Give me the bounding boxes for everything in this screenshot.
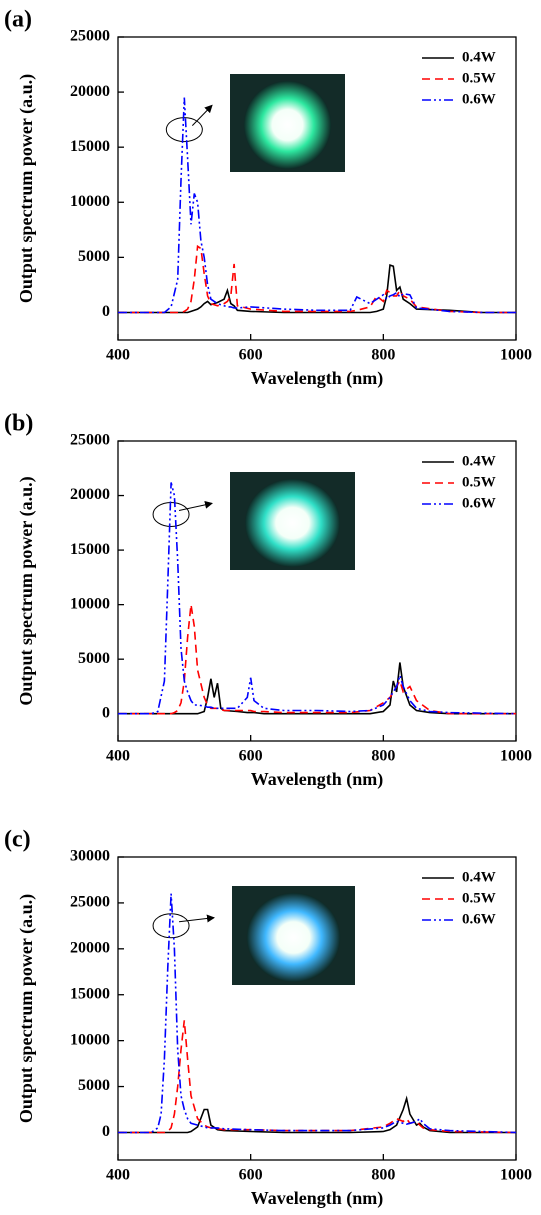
series-line [118, 893, 517, 1134]
y-tick-label: 0 [102, 704, 110, 721]
legend-label: 0.4W [462, 49, 496, 65]
x-tick-label: 1000 [500, 347, 532, 364]
y-tick-label: 5000 [78, 248, 110, 265]
inset-spot [246, 892, 341, 983]
plot-frame [117, 440, 517, 742]
y-tick-label: 5000 [78, 650, 110, 667]
peak-circle [152, 913, 190, 939]
legend-label: 0.6W [462, 495, 496, 511]
y-axis-label: Output spectrum power (a.u.) [16, 74, 37, 303]
y-tick-label: 20000 [70, 486, 110, 503]
y-tick-label: 20000 [70, 939, 110, 956]
x-tick-label: 600 [239, 347, 263, 364]
legend-label: 0.4W [462, 453, 496, 469]
series-line [118, 244, 516, 314]
y-axis-label: Output spectrum power (a.u.) [16, 894, 37, 1123]
legend-label: 0.4W [462, 869, 496, 885]
y-tick-label: 25000 [70, 894, 110, 911]
x-tick-label: 600 [239, 1167, 263, 1184]
x-tick-label: 800 [371, 748, 395, 765]
arrow [179, 914, 215, 923]
peak-circle [165, 117, 203, 143]
inset-spot [243, 80, 332, 170]
x-tick-label: 400 [106, 347, 130, 364]
panel-label: (a) [4, 7, 32, 33]
y-tick-label: 10000 [70, 193, 110, 210]
y-axis-label: Output spectrum power (a.u.) [16, 476, 37, 705]
series-line [118, 482, 517, 715]
x-tick-label: 1000 [500, 748, 532, 765]
panel-label: (c) [4, 827, 31, 853]
series-line [118, 662, 516, 715]
panel-label: (b) [4, 411, 33, 437]
y-tick-label: 0 [102, 303, 110, 320]
legend-label: 0.6W [462, 911, 496, 927]
x-tick-label: 800 [371, 347, 395, 364]
series-line [118, 604, 516, 715]
arrow [178, 500, 213, 511]
x-axis-label: Wavelength (nm) [251, 1188, 384, 1209]
inset-spot [245, 478, 340, 568]
x-axis-label: Wavelength (nm) [251, 769, 384, 790]
x-axis-label: Wavelength (nm) [251, 368, 384, 389]
y-tick-label: 30000 [70, 848, 110, 865]
x-tick-label: 1000 [500, 1167, 532, 1184]
x-tick-label: 400 [106, 748, 130, 765]
arrow [191, 104, 213, 126]
y-tick-label: 25000 [70, 432, 110, 449]
y-tick-label: 25000 [70, 28, 110, 45]
y-tick-label: 15000 [70, 985, 110, 1002]
legend-label: 0.5W [462, 474, 496, 490]
plot-frame [117, 36, 517, 341]
legend-label: 0.5W [462, 70, 496, 86]
legend-label: 0.5W [462, 890, 496, 906]
y-tick-label: 10000 [70, 1031, 110, 1048]
y-tick-label: 20000 [70, 83, 110, 100]
x-tick-label: 400 [106, 1167, 130, 1184]
legend-label: 0.6W [462, 91, 496, 107]
series-line [118, 97, 516, 314]
y-tick-label: 15000 [70, 541, 110, 558]
series-line [118, 1095, 516, 1134]
y-tick-label: 0 [102, 1123, 110, 1140]
x-tick-label: 800 [371, 1167, 395, 1184]
x-tick-label: 600 [239, 748, 263, 765]
y-tick-label: 10000 [70, 595, 110, 612]
y-tick-label: 15000 [70, 138, 110, 155]
plot-frame [117, 856, 517, 1161]
y-tick-label: 5000 [78, 1077, 110, 1094]
